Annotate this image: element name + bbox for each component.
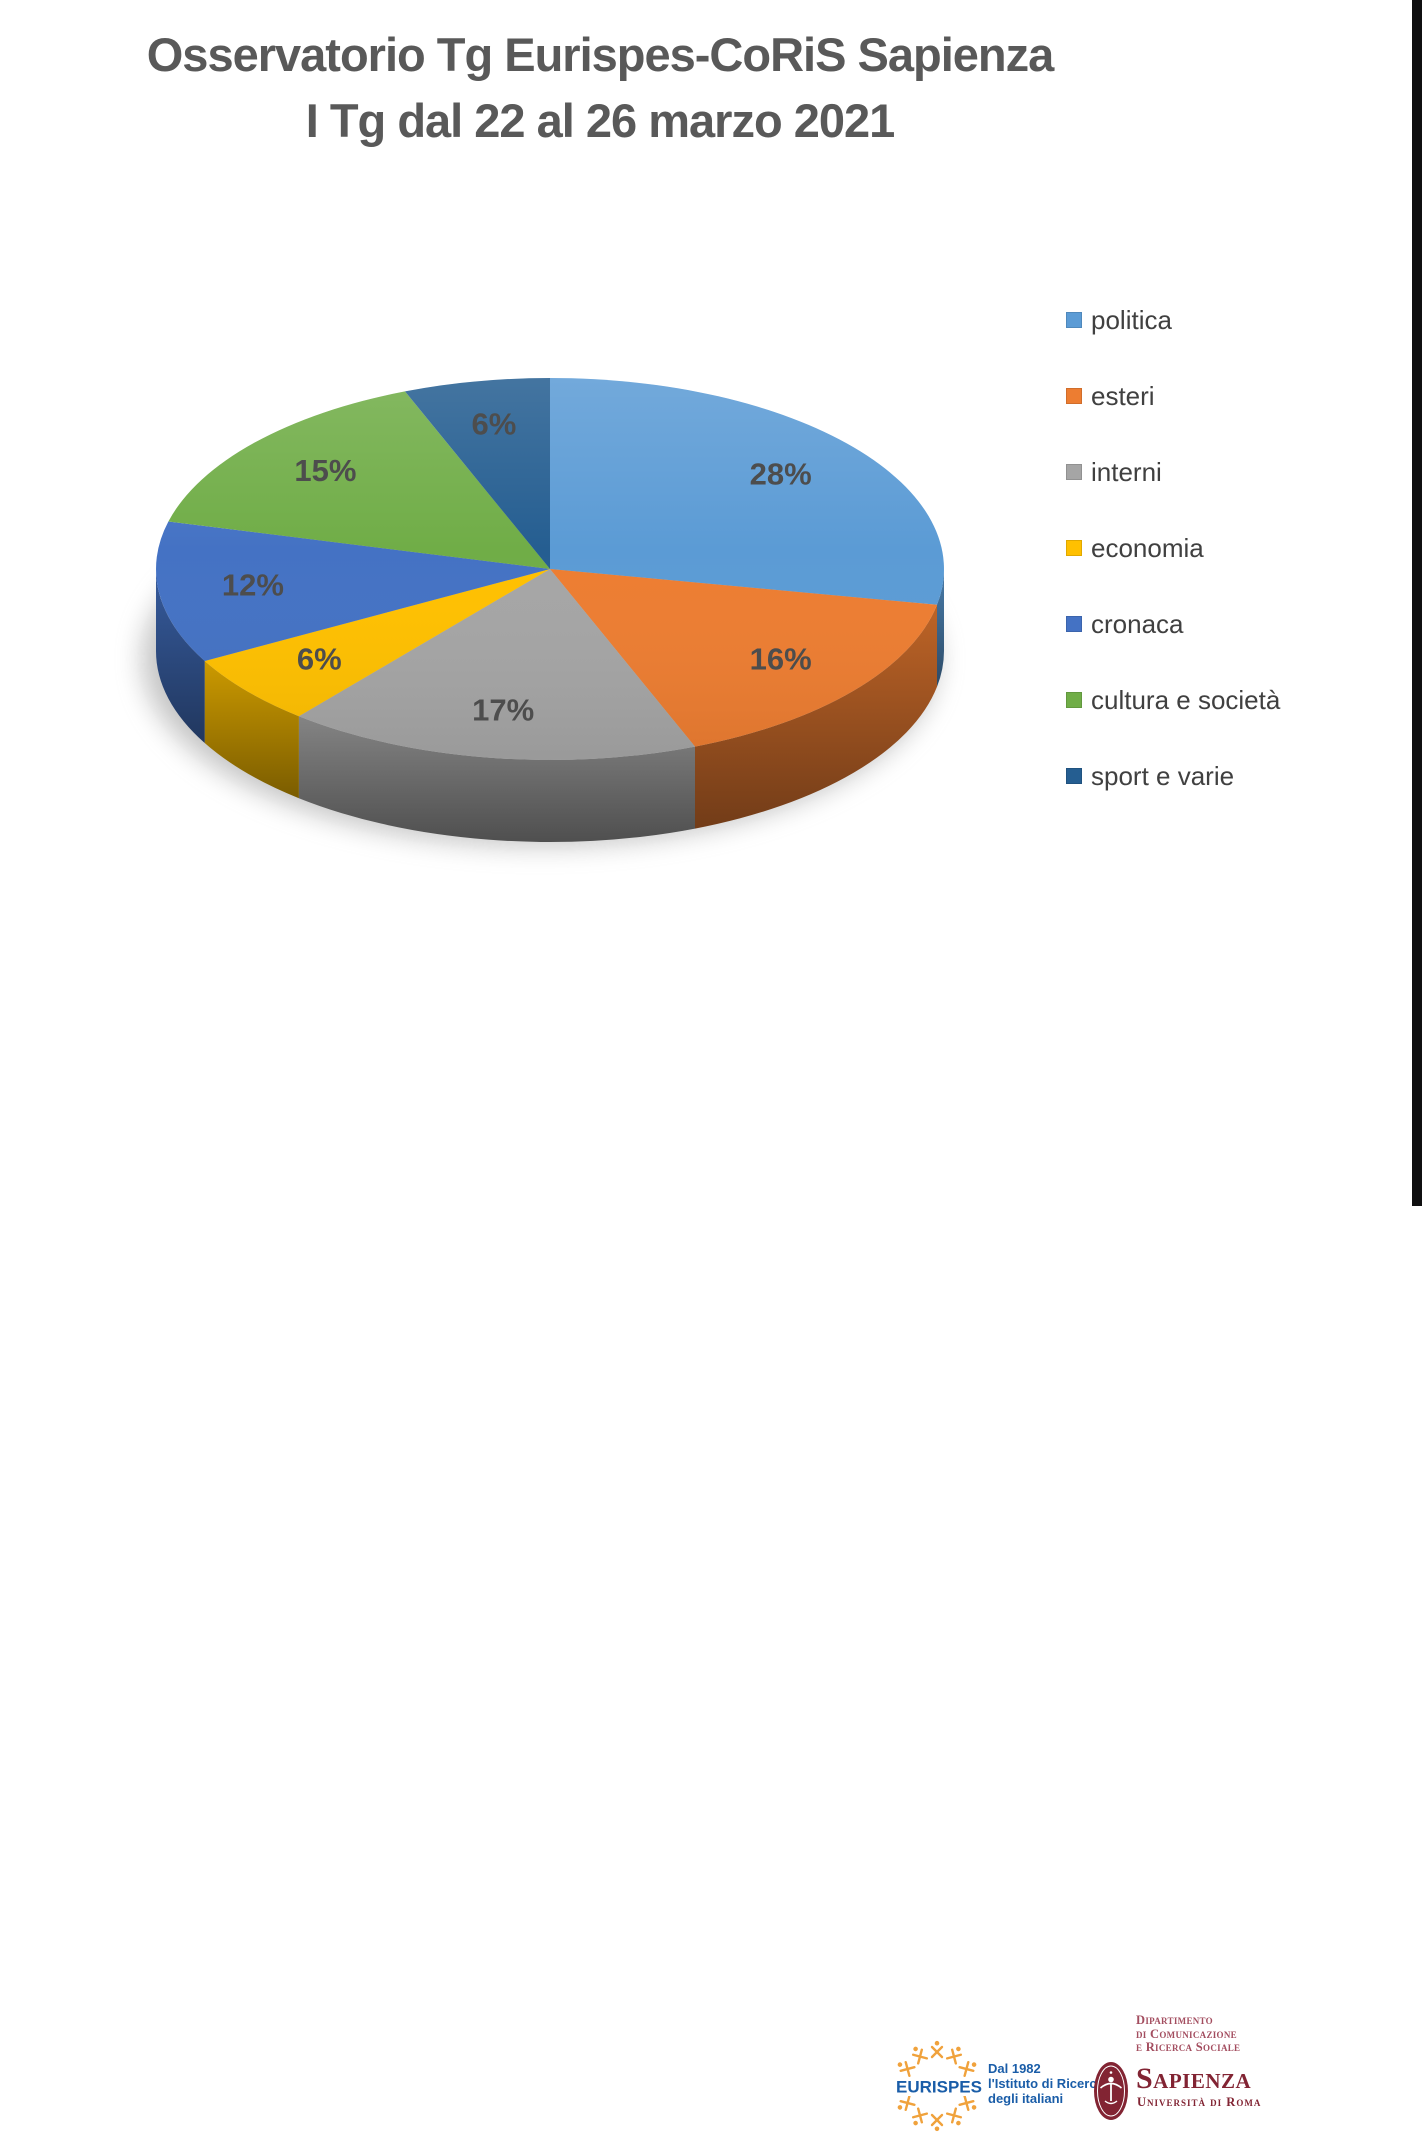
pie-data-label: 16% — [750, 642, 812, 677]
eurispes-logo: EURISPES — [895, 2040, 985, 2132]
eurispes-tagline-line2: l'Istituto di Ricerca — [988, 2076, 1104, 2091]
legend-swatch-icon — [1066, 388, 1082, 404]
legend-swatch-icon — [1066, 692, 1082, 708]
eurispes-wordmark: EURISPES — [896, 2078, 982, 2097]
eurispes-tagline: Dal 1982 l'Istituto di Ricerca degli ita… — [988, 2061, 1104, 2106]
legend-item: interni — [1066, 434, 1280, 510]
sapienza-wordmark: Sapienza — [1136, 2062, 1252, 2095]
legend-item: cultura e società — [1066, 662, 1280, 738]
eurispes-tagline-line1: Dal 1982 — [988, 2061, 1041, 2076]
pie-gloss — [156, 378, 944, 760]
footer: EURISPES Dal 1982 l'Istituto di Ricerca … — [0, 1000, 1422, 2132]
eurispes-tagline-line3: degli italiani — [988, 2091, 1064, 2106]
sapienza-department-text: Dipartimento di Comunicazione e Ricerca … — [1136, 2013, 1241, 2055]
pie-data-label: 28% — [750, 457, 812, 492]
sapienza-emblem-icon — [1094, 2062, 1128, 2120]
legend-swatch-icon — [1066, 464, 1082, 480]
pie-slice-side-esteri — [695, 604, 937, 829]
pie-data-label: 15% — [294, 453, 356, 488]
legend-label: interni — [1091, 456, 1162, 487]
pie-slice-side-economia — [204, 661, 299, 799]
legend-item: economia — [1066, 510, 1280, 586]
pie-slice-side-cronaca — [156, 569, 205, 743]
legend-item: esteri — [1066, 358, 1280, 434]
pie-data-label: 12% — [222, 567, 284, 602]
legend-swatch-icon — [1066, 540, 1082, 556]
pie-data-label: 6% — [297, 642, 342, 677]
legend-swatch-icon — [1066, 312, 1082, 328]
pie-slice-side-interni — [298, 716, 695, 843]
legend-label: sport e varie — [1091, 760, 1235, 791]
pie-data-label: 6% — [471, 407, 516, 442]
legend-swatch-icon — [1066, 768, 1082, 784]
pie-data-label: 17% — [472, 693, 534, 728]
legend-label: economia — [1091, 532, 1204, 563]
right-edge-bar — [1412, 0, 1422, 1206]
legend-label: politica — [1091, 304, 1172, 335]
legend-label: cultura e società — [1091, 684, 1281, 715]
sapienza-dept-line3: e Ricerca Sociale — [1136, 2040, 1241, 2054]
sapienza-subtitle: Università di Roma — [1137, 2095, 1262, 2109]
chart-title: Osservatorio Tg Eurispes-CoRiS Sapienza … — [20, 22, 1180, 154]
legend-item: cronaca — [1066, 586, 1280, 662]
legend-item: politica — [1066, 282, 1280, 358]
legend-label: esteri — [1091, 380, 1155, 411]
legend: politica esteri interni economia cronaca cult… — [1066, 282, 1280, 814]
legend-label: cronaca — [1091, 608, 1184, 639]
pie-slice-side-politica — [937, 569, 944, 687]
pie-chart-svg: 28% 16% 17% 6% 12% 15% 6% — [142, 378, 944, 846]
legend-item: sport e varie — [1066, 738, 1280, 814]
sapienza-dept-line2: di Comunicazione — [1136, 2026, 1237, 2041]
sapienza-dept-line1: Dipartimento — [1136, 2013, 1213, 2027]
page-title-line1: Osservatorio Tg Eurispes-CoRiS Sapienza — [146, 28, 1055, 81]
page-title-line2: I Tg dal 22 al 26 marzo 2021 — [305, 94, 896, 147]
legend-swatch-icon — [1066, 616, 1082, 632]
